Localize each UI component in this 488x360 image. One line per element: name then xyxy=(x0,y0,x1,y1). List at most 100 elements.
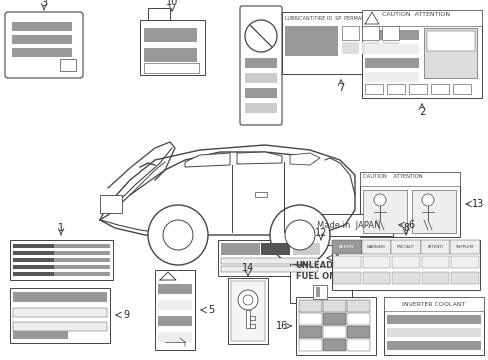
Bar xyxy=(230,281,264,341)
Bar xyxy=(386,341,480,350)
Circle shape xyxy=(148,205,207,265)
Bar xyxy=(12,48,72,57)
Bar xyxy=(361,42,378,54)
Bar xyxy=(421,272,448,284)
Circle shape xyxy=(244,20,276,52)
Bar xyxy=(244,58,276,68)
Bar xyxy=(13,272,54,276)
Bar xyxy=(13,244,54,248)
Polygon shape xyxy=(237,152,282,164)
Bar xyxy=(13,331,68,339)
Bar xyxy=(60,59,76,71)
Bar xyxy=(298,326,321,338)
Bar xyxy=(346,326,369,338)
Circle shape xyxy=(243,295,252,305)
Bar xyxy=(411,190,455,233)
Text: 7: 7 xyxy=(337,83,344,93)
Text: 3: 3 xyxy=(41,0,47,8)
Bar xyxy=(244,73,276,83)
FancyBboxPatch shape xyxy=(240,6,282,125)
Text: WARNING: WARNING xyxy=(366,245,385,249)
Bar xyxy=(143,63,199,73)
Bar xyxy=(430,84,448,94)
Bar xyxy=(346,313,369,325)
Bar xyxy=(450,272,478,284)
Bar xyxy=(298,313,321,325)
Bar xyxy=(386,328,480,337)
Bar xyxy=(221,258,317,264)
Bar xyxy=(282,12,399,74)
Circle shape xyxy=(373,194,385,206)
Bar xyxy=(155,270,195,350)
Bar xyxy=(13,244,110,248)
Bar xyxy=(362,256,389,268)
Bar xyxy=(361,240,390,254)
Bar xyxy=(346,339,369,351)
Bar xyxy=(289,245,351,303)
Bar xyxy=(359,172,459,237)
Bar xyxy=(305,214,392,236)
Bar xyxy=(381,42,398,54)
Text: 10: 10 xyxy=(165,0,178,7)
Bar xyxy=(13,322,107,331)
Circle shape xyxy=(238,290,258,310)
Text: ATTENTI: ATTENTI xyxy=(427,245,443,249)
Bar xyxy=(254,192,266,197)
Text: 14: 14 xyxy=(242,263,254,273)
Text: CAUTION    ATTENTION: CAUTION ATTENTION xyxy=(362,174,422,179)
Bar xyxy=(13,251,54,255)
Bar xyxy=(331,240,479,290)
FancyBboxPatch shape xyxy=(5,12,83,78)
Bar xyxy=(221,243,260,255)
Circle shape xyxy=(163,220,193,250)
Bar xyxy=(298,339,321,351)
Bar xyxy=(298,300,321,312)
Bar xyxy=(390,240,420,254)
Bar xyxy=(341,42,358,54)
Text: 2: 2 xyxy=(418,107,424,117)
Text: 4: 4 xyxy=(333,253,339,263)
Bar xyxy=(323,300,346,312)
Bar xyxy=(450,256,478,268)
Circle shape xyxy=(421,194,433,206)
Bar xyxy=(323,326,346,338)
Circle shape xyxy=(269,205,329,265)
Bar xyxy=(364,58,418,68)
Bar xyxy=(332,272,360,284)
Bar xyxy=(323,313,346,325)
Bar xyxy=(424,28,476,78)
Bar xyxy=(227,278,267,344)
Bar xyxy=(285,26,337,56)
Bar xyxy=(312,285,326,299)
Bar xyxy=(140,20,204,75)
Bar xyxy=(391,272,419,284)
Bar xyxy=(452,84,470,94)
Bar xyxy=(295,297,375,355)
Bar xyxy=(359,172,459,186)
Bar xyxy=(13,272,110,276)
Bar xyxy=(13,308,107,317)
Bar xyxy=(249,324,254,328)
Bar xyxy=(143,48,197,62)
Bar xyxy=(158,300,192,310)
Bar xyxy=(100,195,122,213)
Text: 1: 1 xyxy=(58,223,64,233)
Polygon shape xyxy=(184,153,229,167)
Bar xyxy=(361,10,481,26)
Bar xyxy=(13,258,54,262)
Bar xyxy=(13,251,110,255)
Bar xyxy=(245,310,249,328)
Bar xyxy=(420,240,449,254)
Bar xyxy=(244,103,276,113)
Bar xyxy=(362,190,406,233)
Text: 9: 9 xyxy=(122,310,129,320)
Bar xyxy=(158,316,192,326)
Bar xyxy=(148,8,170,20)
Text: 5: 5 xyxy=(207,305,214,315)
Bar xyxy=(364,30,418,40)
Bar xyxy=(249,316,254,320)
Circle shape xyxy=(285,220,314,250)
Bar xyxy=(341,26,358,40)
Bar xyxy=(361,10,481,98)
Bar xyxy=(408,84,426,94)
